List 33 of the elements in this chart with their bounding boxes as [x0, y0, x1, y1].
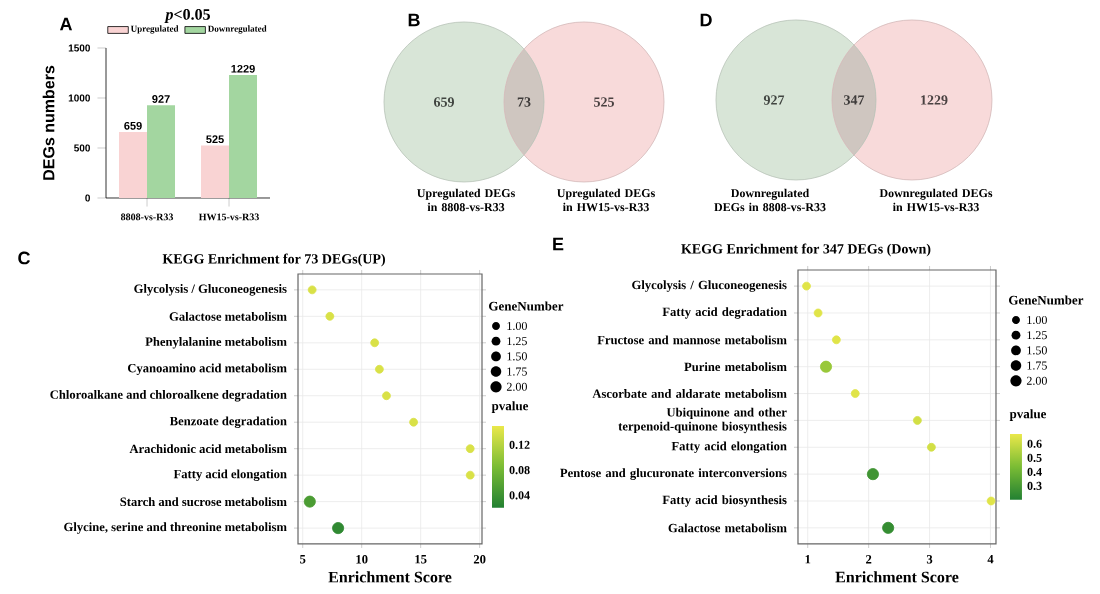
x-axis-title: Enrichment Score — [835, 571, 959, 583]
point — [375, 364, 384, 374]
point — [465, 470, 475, 480]
text: E — [553, 237, 564, 251]
text: B — [408, 13, 420, 27]
point — [465, 444, 475, 454]
text: D — [700, 13, 712, 27]
text: A — [59, 17, 73, 31]
point — [802, 281, 811, 291]
bar — [119, 132, 148, 198]
point — [913, 416, 922, 425]
point — [813, 308, 823, 318]
point — [927, 442, 936, 452]
text: C — [18, 251, 31, 265]
point — [325, 311, 335, 321]
bar — [147, 105, 176, 198]
bar — [201, 145, 230, 198]
point — [307, 285, 317, 295]
point — [820, 360, 833, 373]
x-axis-title: Enrichment Score — [328, 571, 452, 583]
point — [850, 389, 860, 398]
chart-title: p<0.05 — [164, 8, 210, 24]
point — [409, 417, 418, 427]
point — [332, 522, 345, 535]
point — [882, 521, 895, 534]
point — [866, 468, 879, 481]
point — [382, 391, 391, 401]
point — [832, 335, 841, 345]
point — [303, 495, 316, 508]
point — [986, 496, 996, 506]
bar — [229, 75, 258, 198]
point — [370, 338, 380, 348]
y-axis-title: DEGs numbers — [42, 65, 55, 180]
